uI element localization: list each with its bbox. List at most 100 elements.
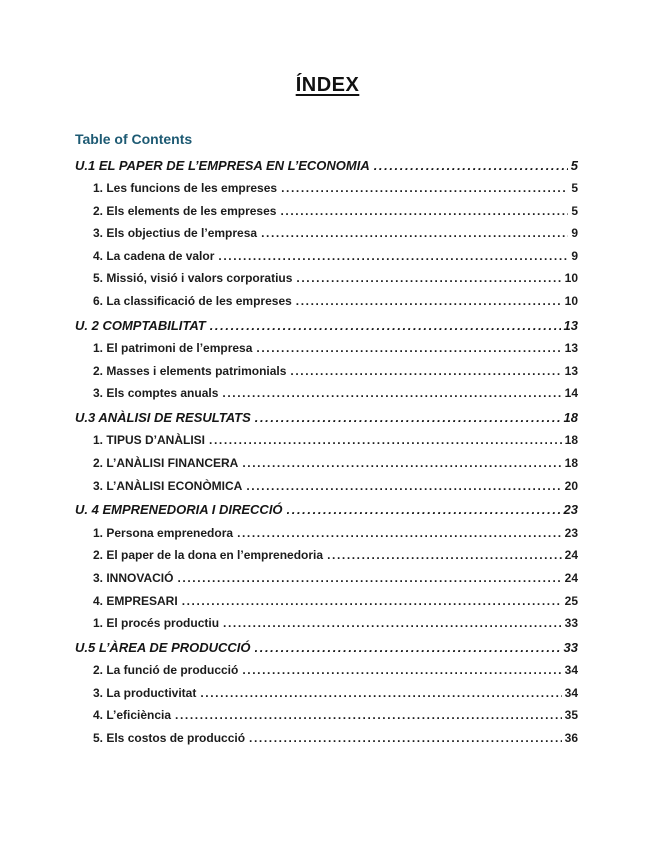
toc-entry-page: 34: [564, 685, 578, 700]
toc-entry-label: 5. Els costos de producció: [93, 730, 246, 745]
toc-entry[interactable]: 2. La funció de producció...............…: [75, 663, 578, 677]
toc-entry[interactable]: 4. EMPRESARI............................…: [75, 594, 578, 608]
toc-entry[interactable]: 2. Els elements de les empreses.........…: [75, 204, 578, 218]
toc-leader-dots: ........................................…: [286, 502, 561, 518]
toc-list: U.1 EL PAPER DE L’EMPRESA EN L’ECONOMIA.…: [75, 158, 578, 745]
toc-heading: Table of Contents: [75, 131, 193, 147]
toc-entry[interactable]: U.1 EL PAPER DE L’EMPRESA EN L’ECONOMIA.…: [75, 158, 578, 173]
toc-entry-page: 34: [564, 663, 578, 678]
toc-leader-dots: ........................................…: [177, 570, 561, 585]
table-of-contents: Table of Contents U.1 EL PAPER DE L’EMPR…: [0, 131, 655, 745]
toc-entry[interactable]: 5. Els costos de producció..............…: [75, 731, 578, 745]
toc-entry-page: 13: [564, 363, 578, 378]
toc-leader-dots: ........................................…: [295, 294, 562, 309]
toc-entry-label: U. 4 EMPRENEDORIA I DIRECCIÓ: [75, 502, 283, 518]
toc-entry[interactable]: 1. TIPUS D’ANÀLISI......................…: [75, 433, 578, 447]
toc-entry[interactable]: U. 4 EMPRENEDORIA I DIRECCIÓ............…: [75, 502, 578, 517]
page-title-text: ÍNDEX: [295, 74, 360, 96]
toc-entry-page: 18: [564, 433, 578, 448]
toc-entry[interactable]: 2. El paper de la dona en l’emprenedoria…: [75, 548, 578, 562]
toc-entry-page: 10: [564, 271, 578, 286]
toc-leader-dots: ........................................…: [237, 525, 562, 540]
toc-leader-dots: ........................................…: [254, 639, 561, 655]
toc-entry[interactable]: U. 2 COMPTABILITAT......................…: [75, 318, 578, 333]
toc-leader-dots: ........................................…: [254, 409, 561, 425]
toc-entry[interactable]: 1. Persona emprenedora..................…: [75, 526, 578, 540]
toc-entry-label: 2. La funció de producció: [93, 663, 239, 678]
toc-leader-dots: ........................................…: [281, 181, 568, 196]
toc-entry[interactable]: U.5 L’ÀREA DE PRODUCCIÓ.................…: [75, 640, 578, 655]
toc-entry-page: 9: [571, 248, 578, 263]
toc-entry[interactable]: 3. L’ANÀLISI ECONÒMICA..................…: [75, 479, 578, 493]
toc-entry-page: 13: [564, 341, 578, 356]
toc-entry-label: 1. El procés productiu: [93, 616, 220, 631]
toc-leader-dots: ........................................…: [223, 616, 562, 631]
toc-entry[interactable]: 3. La productivitat.....................…: [75, 686, 578, 700]
toc-entry-label: U.1 EL PAPER DE L’EMPRESA EN L’ECONOMIA: [75, 157, 370, 173]
toc-leader-dots: ........................................…: [261, 226, 568, 241]
toc-entry[interactable]: 1. El procés productiu..................…: [75, 616, 578, 630]
toc-entry[interactable]: 2. Masses i elements patrimonials.......…: [75, 364, 578, 378]
toc-entry-label: U. 2 COMPTABILITAT: [75, 317, 206, 333]
toc-entry-label: 4. EMPRESARI: [93, 593, 178, 608]
toc-leader-dots: ........................................…: [175, 708, 562, 723]
toc-entry-page: 24: [564, 570, 578, 585]
toc-entry-label: 1. TIPUS D’ANÀLISI: [93, 433, 206, 448]
toc-entry-page: 35: [564, 708, 578, 723]
toc-entry-page: 23: [564, 525, 578, 540]
toc-leader-dots: ........................................…: [209, 317, 561, 333]
toc-entry-page: 36: [564, 730, 578, 745]
page-title: ÍNDEX: [0, 0, 655, 97]
toc-entry[interactable]: 3. INNOVACIÓ............................…: [75, 571, 578, 585]
toc-entry-label: 6. La classificació de les empreses: [93, 294, 292, 309]
toc-entry[interactable]: 1. El patrimoni de l’empresa............…: [75, 341, 578, 355]
toc-leader-dots: ........................................…: [373, 157, 568, 173]
toc-entry[interactable]: 6. La classificació de les empreses.....…: [75, 294, 578, 308]
toc-leader-dots: ........................................…: [280, 203, 568, 218]
toc-entry[interactable]: 4. L’eficiència.........................…: [75, 708, 578, 722]
toc-entry-page: 23: [563, 502, 578, 518]
toc-entry-page: 20: [564, 478, 578, 493]
toc-entry[interactable]: 2. L’ANÀLISI FINANCERA..................…: [75, 456, 578, 470]
toc-entry-label: 1. Persona emprenedora: [93, 525, 234, 540]
toc-leader-dots: ........................................…: [222, 386, 562, 401]
toc-entry-label: 3. La productivitat: [93, 685, 197, 700]
toc-entry[interactable]: 3. Els comptes anuals...................…: [75, 386, 578, 400]
toc-leader-dots: ........................................…: [200, 685, 562, 700]
toc-entry-page: 10: [564, 294, 578, 309]
toc-entry[interactable]: 4. La cadena de valor...................…: [75, 249, 578, 263]
toc-entry-label: 3. INNOVACIÓ: [93, 570, 174, 585]
toc-entry-page: 18: [563, 409, 578, 425]
toc-entry-label: 1. El patrimoni de l’empresa: [93, 341, 253, 356]
toc-entry-page: 24: [564, 548, 578, 563]
toc-entry-page: 14: [564, 386, 578, 401]
toc-leader-dots: ........................................…: [209, 433, 562, 448]
toc-entry-page: 25: [564, 593, 578, 608]
toc-entry-label: 4. L’eficiència: [93, 708, 172, 723]
toc-leader-dots: ........................................…: [181, 593, 562, 608]
toc-entry[interactable]: 3. Els objectius de l’empresa...........…: [75, 226, 578, 240]
toc-entry[interactable]: 5. Missió, visió i valors corporatius...…: [75, 271, 578, 285]
toc-leader-dots: ........................................…: [242, 456, 562, 471]
toc-entry-label: 2. Masses i elements patrimonials: [93, 363, 287, 378]
toc-leader-dots: ........................................…: [290, 363, 562, 378]
toc-entry-page: 5: [570, 157, 578, 173]
toc-entry-label: 1. Les funcions de les empreses: [93, 181, 278, 196]
toc-entry-page: 5: [571, 181, 578, 196]
toc-entry-page: 13: [563, 317, 578, 333]
toc-entry-label: U.3 ANÀLISI DE RESULTATS: [75, 409, 251, 425]
toc-entry-label: 2. L’ANÀLISI FINANCERA: [93, 456, 239, 471]
toc-entry-label: 3. Els comptes anuals: [93, 386, 219, 401]
toc-entry[interactable]: U.3 ANÀLISI DE RESULTATS................…: [75, 410, 578, 425]
toc-entry-label: 4. La cadena de valor: [93, 248, 215, 263]
toc-leader-dots: ........................................…: [242, 663, 562, 678]
toc-leader-dots: ........................................…: [256, 341, 562, 356]
toc-entry[interactable]: 1. Les funcions de les empreses.........…: [75, 181, 578, 195]
toc-leader-dots: ........................................…: [246, 478, 562, 493]
toc-entry-page: 5: [571, 203, 578, 218]
toc-entry-label: U.5 L’ÀREA DE PRODUCCIÓ: [75, 639, 251, 655]
toc-entry-label: 3. Els objectius de l’empresa: [93, 226, 258, 241]
toc-entry-page: 33: [563, 639, 578, 655]
toc-entry-label: 5. Missió, visió i valors corporatius: [93, 271, 293, 286]
